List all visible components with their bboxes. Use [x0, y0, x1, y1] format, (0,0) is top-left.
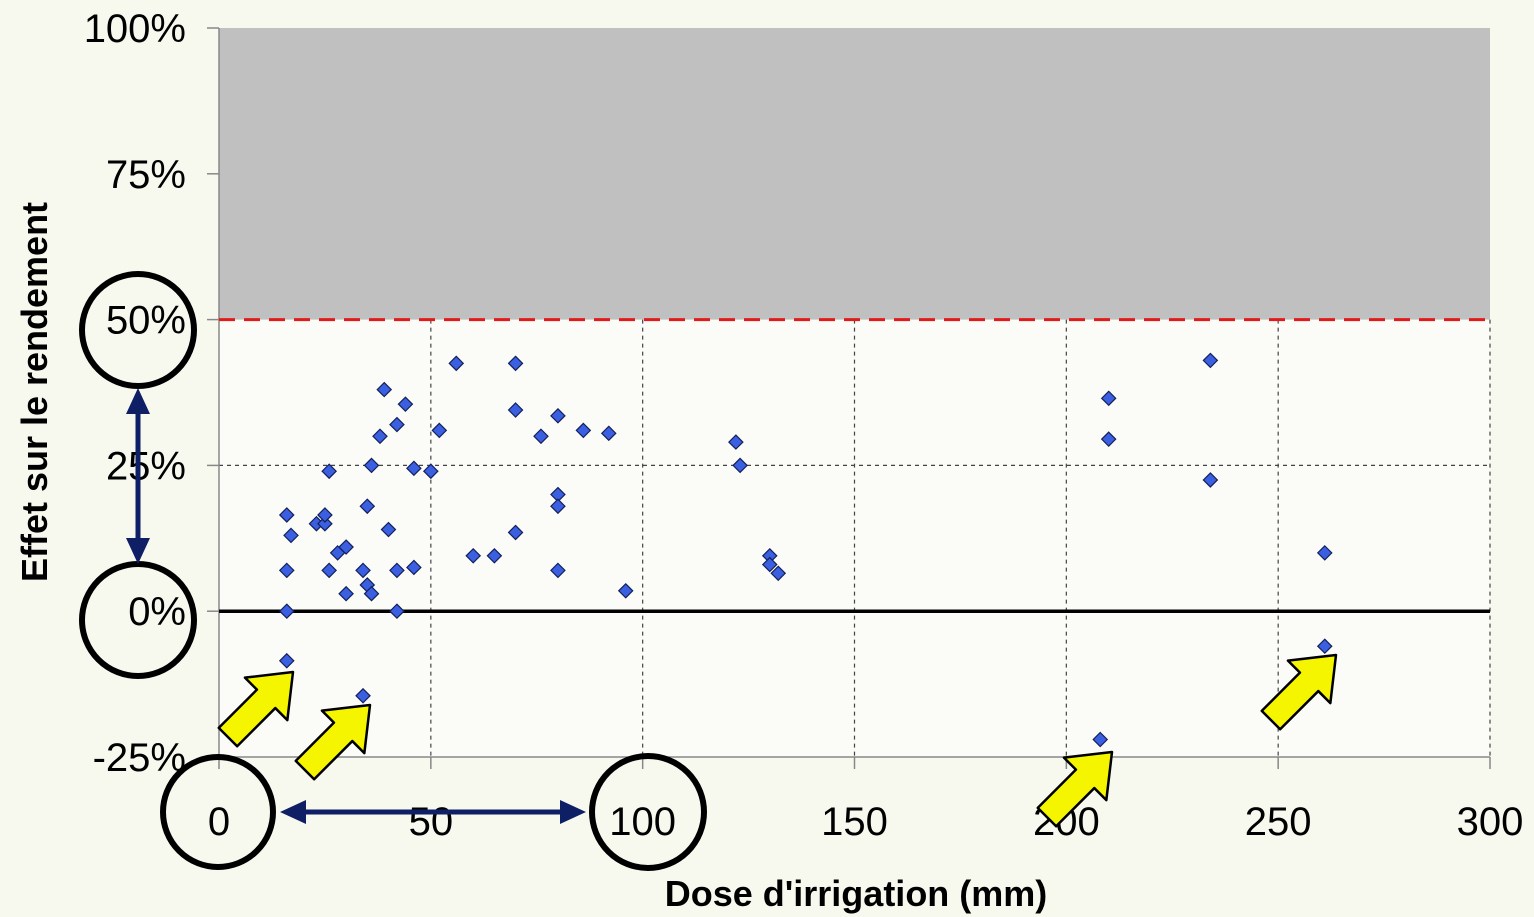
highlight-arrow-2 — [294, 703, 372, 781]
data-point — [550, 498, 566, 515]
data-point — [355, 687, 371, 704]
data-point — [338, 585, 354, 602]
annotation-circle-x100 — [589, 753, 707, 871]
data-point — [278, 603, 295, 620]
x-tick-label: 50 — [409, 800, 454, 844]
data-point — [338, 539, 354, 555]
data-point — [1100, 390, 1117, 407]
y-tick-label: 25% — [106, 444, 186, 488]
data-point — [732, 457, 748, 474]
data-point — [380, 521, 397, 538]
data-point — [550, 407, 566, 424]
y-axis-title: Effet sur le rendement — [14, 202, 55, 582]
data-point — [507, 402, 524, 418]
data-point — [1316, 638, 1333, 655]
data-point — [406, 460, 422, 477]
data-point — [321, 562, 338, 579]
data-point — [1092, 731, 1109, 748]
data-point — [465, 547, 482, 564]
data-point — [550, 562, 566, 579]
x-tick-label: 150 — [821, 800, 888, 844]
x-tick-label: 250 — [1245, 800, 1312, 844]
data-point — [448, 355, 465, 372]
data-point — [486, 547, 503, 564]
yellow-arrow-shape — [294, 703, 372, 781]
data-point — [363, 457, 380, 474]
annotation-circle-50pct — [79, 271, 197, 389]
highlight-arrow-3 — [1036, 750, 1114, 828]
data-point — [278, 507, 295, 523]
data-point — [389, 562, 405, 579]
x-tick-label: 300 — [1457, 800, 1524, 844]
data-point — [1202, 352, 1219, 369]
y-tick-label: 0% — [128, 590, 186, 634]
data-point — [359, 498, 376, 515]
data-point — [600, 425, 617, 442]
data-point — [575, 422, 592, 439]
data-point — [317, 507, 333, 523]
data-point — [617, 582, 634, 599]
y-tick-label: 50% — [106, 299, 186, 343]
y-tick-label: -25% — [93, 736, 186, 780]
data-point — [372, 428, 388, 445]
data-point — [406, 559, 422, 576]
yellow-arrow-shape — [1036, 750, 1114, 828]
double-arrow-head-left — [280, 800, 306, 824]
data-point — [283, 527, 299, 544]
data-point — [431, 422, 448, 439]
data-point — [389, 603, 405, 620]
data-point — [389, 416, 405, 433]
data-point — [728, 434, 744, 450]
data-point — [355, 562, 371, 579]
data-point — [278, 652, 295, 669]
data-point — [363, 585, 380, 602]
data-point — [317, 515, 333, 532]
x-tick-label: 100 — [609, 800, 676, 844]
double-arrow-head-right — [560, 800, 586, 824]
data-point — [321, 463, 338, 480]
data-point — [1100, 431, 1117, 448]
highlight-arrow-1 — [217, 670, 295, 748]
data-point — [397, 396, 414, 413]
yellow-arrow-shape — [217, 670, 295, 748]
data-point — [770, 565, 787, 582]
data-point — [1202, 472, 1219, 488]
data-point — [422, 463, 439, 480]
data-point — [507, 524, 524, 541]
data-point — [278, 562, 295, 579]
annotation-circle-x0 — [160, 754, 276, 870]
x-axis-title: Dose d'irrigation (mm) — [665, 873, 1048, 914]
double-arrow-head-up — [126, 388, 150, 414]
data-point — [1316, 545, 1333, 561]
data-point — [761, 556, 778, 573]
yellow-arrow-shape — [1260, 653, 1338, 731]
shaded-region — [219, 28, 1490, 320]
y-tick-label: 100% — [84, 7, 186, 51]
y-tick-label: 75% — [106, 153, 186, 197]
double-arrow-head-down — [126, 538, 150, 564]
data-point — [507, 355, 524, 372]
data-point — [376, 381, 393, 398]
data-point — [533, 428, 549, 445]
highlight-arrow-4 — [1260, 653, 1338, 731]
x-tick-label: 0 — [208, 800, 230, 844]
